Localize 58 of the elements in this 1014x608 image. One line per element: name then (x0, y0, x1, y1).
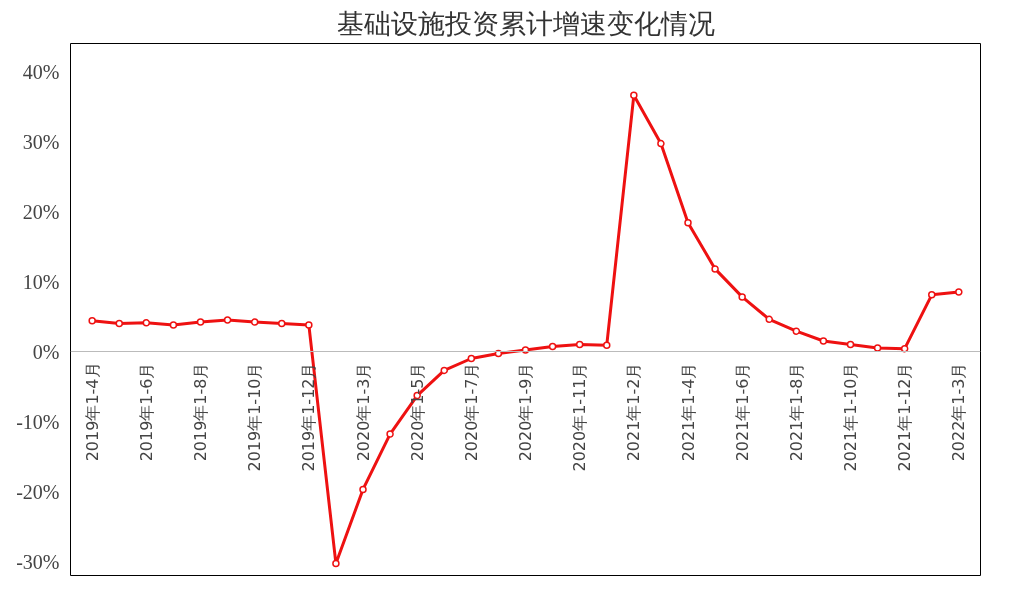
x-tick-label: 2020年1-5月 (407, 362, 427, 462)
point (88, 316, 96, 325)
y-tick-label: -30% (16, 550, 60, 573)
x-tick-label: 2020年1-7月 (461, 362, 481, 462)
point (521, 346, 530, 354)
point (819, 337, 828, 345)
point (359, 485, 367, 494)
point (223, 316, 232, 324)
y-tick-label: 40% (22, 60, 60, 83)
point (278, 319, 286, 328)
point (386, 430, 394, 438)
x-tick-label: 2022年1-3月 (949, 362, 969, 462)
x-tick-label: 2021年1-2月 (624, 362, 644, 462)
point (603, 341, 611, 349)
x-tick-label: 2019年1-12月 (299, 362, 319, 472)
x-tick-label: 2021年1-8月 (786, 362, 806, 462)
x-tick-label: 2019年1-4月 (82, 362, 102, 462)
y-tick-label: -10% (16, 410, 60, 433)
point (115, 319, 123, 328)
x-tick-label: 2021年1-12月 (895, 362, 915, 472)
point (765, 315, 773, 324)
point (332, 559, 340, 568)
x-tick-label: 2019年1-10月 (245, 362, 265, 472)
point (928, 291, 936, 299)
point (467, 354, 476, 363)
point (657, 139, 665, 148)
chart-title: 基础设施投资累计增速变化情况 (336, 7, 715, 39)
point (873, 344, 882, 352)
y-tick-label: -20% (16, 480, 60, 503)
point (575, 340, 584, 349)
x-tick-label: 2019年1-8月 (191, 362, 210, 462)
y-tick-label: 30% (22, 130, 60, 153)
x-tick-label: 2021年1-10月 (841, 362, 860, 472)
point (440, 366, 448, 375)
x-tick-label: 2020年1-9月 (516, 362, 535, 462)
point (900, 344, 909, 353)
point (738, 293, 746, 301)
point (630, 91, 638, 100)
y-tick-label: 20% (22, 200, 60, 223)
point (494, 349, 503, 358)
x-tick-label: 2021年1-6月 (732, 362, 752, 462)
x-tick-label: 2020年1-11月 (570, 362, 590, 472)
point (684, 218, 692, 227)
point (250, 318, 259, 326)
point (305, 321, 313, 329)
point (846, 340, 855, 349)
y-tick-label: 0% (32, 340, 60, 363)
point (548, 342, 557, 351)
point (955, 288, 963, 296)
point (142, 319, 151, 327)
point (169, 321, 178, 329)
x-tick-label: 2019年1-6月 (136, 362, 156, 462)
x-tick-label: 2020年1-3月 (353, 362, 373, 462)
point (792, 327, 801, 335)
y-tick-label: 10% (22, 270, 60, 293)
point (711, 265, 719, 273)
x-tick-label: 2021年1-4月 (678, 362, 698, 462)
point (196, 318, 205, 326)
